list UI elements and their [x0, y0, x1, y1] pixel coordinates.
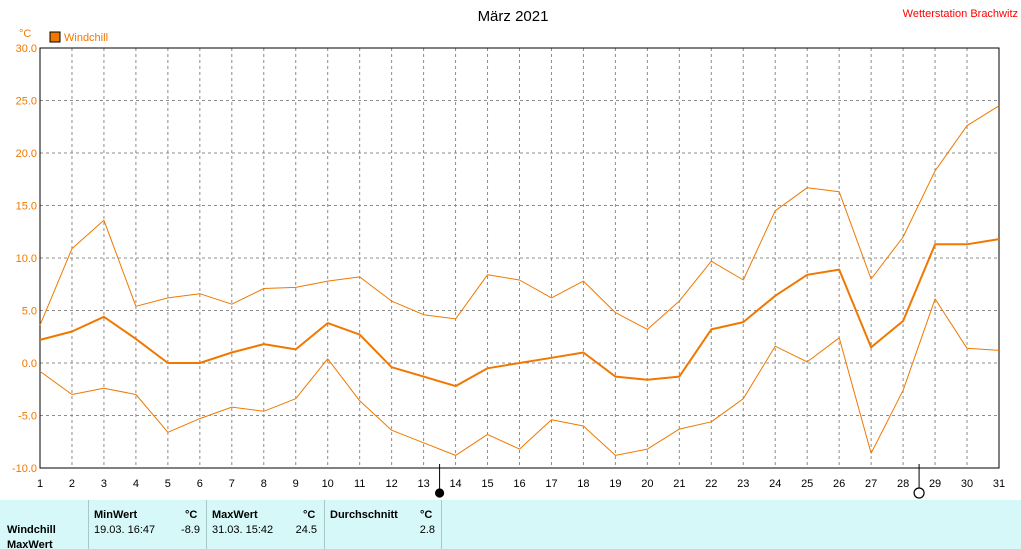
column-divider — [441, 500, 442, 549]
x-tick-label: 17 — [545, 478, 557, 490]
series-line-max — [39, 105, 1000, 330]
y-unit-label: °C — [19, 28, 31, 40]
y-tick-label: 10.0 — [16, 253, 37, 265]
column-divider — [206, 500, 207, 549]
x-tick-label: 16 — [513, 478, 525, 490]
x-tick-label: 4 — [133, 478, 139, 490]
x-tick-label: 9 — [293, 478, 299, 490]
avg-header: Durchschnitt — [330, 509, 398, 521]
x-tick-label: 29 — [929, 478, 941, 490]
x-tick-label: 12 — [386, 478, 398, 490]
x-tick-label: 10 — [322, 478, 334, 490]
x-tick-label: 22 — [705, 478, 717, 490]
x-tick-label: 11 — [354, 478, 365, 490]
legend-label: Windchill — [64, 32, 108, 44]
x-tick-label: 1 — [37, 478, 43, 490]
y-tick-label: 20.0 — [16, 148, 37, 160]
y-tick-label: 30.0 — [16, 43, 37, 55]
y-tick-label: -10.0 — [12, 463, 37, 475]
x-tick-label: 30 — [961, 478, 973, 490]
x-tick-label: 23 — [737, 478, 749, 490]
x-tick-label: 25 — [801, 478, 813, 490]
new-moon-icon — [434, 488, 445, 498]
avg-value: 2.8 — [419, 524, 435, 536]
y-tick-label: 0.0 — [22, 358, 37, 370]
min-header: MinWert — [94, 509, 138, 521]
summary-panel: MinWert °C MaxWert °C Durchschnitt °C Wi… — [0, 500, 1021, 549]
x-tick-label: 28 — [897, 478, 909, 490]
unit-header: °C — [185, 509, 198, 521]
x-tick-label: 26 — [833, 478, 845, 490]
x-tick-label: 18 — [577, 478, 589, 490]
x-tick-label: 21 — [673, 478, 685, 490]
x-tick-label: 8 — [261, 478, 267, 490]
series-line-min — [39, 298, 1000, 456]
y-tick-label: 15.0 — [16, 201, 37, 213]
unit-header: °C — [303, 509, 316, 521]
full-moon-icon — [913, 487, 925, 499]
y-tick-label: 25.0 — [16, 96, 37, 108]
x-tick-label: 13 — [417, 478, 429, 490]
windchill-chart: März 2021 Wetterstation Brachwitz °C Win… — [12, 8, 1018, 499]
max-time: 31.03. 15:42 — [212, 524, 274, 536]
y-tick-label: 5.0 — [22, 306, 37, 318]
x-tick-label: 3 — [101, 478, 107, 490]
max-header: MaxWert — [212, 509, 258, 521]
x-tick-label: 24 — [769, 478, 781, 490]
x-tick-label: 7 — [229, 478, 235, 490]
x-tick-label: 20 — [641, 478, 653, 490]
x-tick-label: 15 — [481, 478, 493, 490]
x-tick-label: 5 — [165, 478, 171, 490]
unit-header: °C — [420, 509, 433, 521]
x-tick-label: 2 — [69, 478, 75, 490]
row-label: Windchill — [7, 524, 56, 536]
legend-swatch — [49, 31, 61, 43]
x-tick-label: 31 — [993, 478, 1005, 490]
plot-frame — [39, 47, 1000, 469]
series-line-mean — [39, 238, 1000, 388]
min-value: -8.9 — [181, 524, 200, 536]
column-divider — [324, 500, 325, 549]
x-tick-label: 6 — [197, 478, 203, 490]
max-value: 24.5 — [295, 524, 317, 536]
row-label-cut: MaxWert — [7, 539, 53, 549]
y-tick-label: -5.0 — [18, 411, 37, 423]
x-tick-label: 19 — [609, 478, 621, 490]
min-time: 19.03. 16:47 — [94, 524, 156, 536]
x-tick-label: 27 — [865, 478, 877, 490]
chart-title: März 2021 — [478, 8, 549, 25]
x-tick-label: 14 — [449, 478, 461, 490]
station-name: Wetterstation Brachwitz — [903, 8, 1018, 20]
column-divider — [88, 500, 89, 549]
